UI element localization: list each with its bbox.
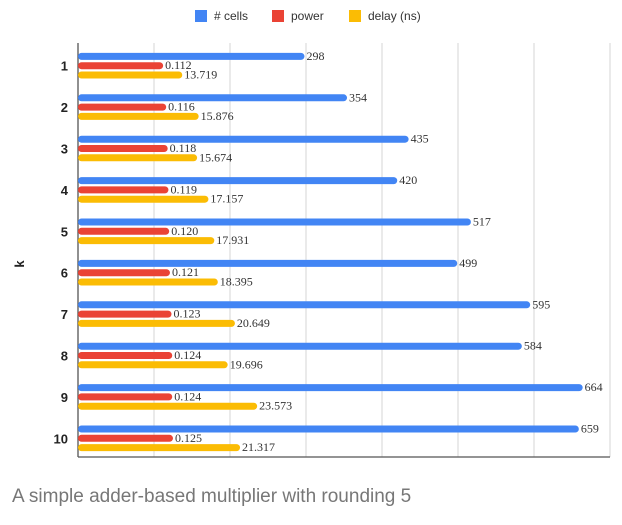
bar-power — [78, 227, 170, 235]
legend-swatch-2 — [349, 10, 361, 22]
data-label: 23.573 — [259, 399, 292, 413]
bar-power — [78, 145, 168, 152]
legend-swatch-0 — [195, 10, 207, 22]
data-label: 0.124 — [174, 389, 201, 403]
bar-delay-ns — [78, 71, 183, 79]
data-label: 298 — [306, 49, 324, 63]
data-label: 584 — [524, 339, 542, 353]
data-label: 664 — [585, 380, 603, 394]
data-label: 659 — [581, 422, 599, 436]
bar-cells — [78, 177, 398, 185]
category-tick-label: 6 — [61, 266, 68, 281]
bar-chart: # cells power delay (ns)k12980.11213.71923… — [12, 9, 611, 458]
category-tick-label: 7 — [61, 307, 68, 322]
category-tick-label: 10 — [54, 431, 68, 446]
legend-label-2: delay (ns) — [368, 9, 421, 23]
chart-title: A simple adder-based multiplier with rou… — [12, 486, 412, 507]
bar-power — [78, 310, 172, 318]
legend-label-0: # cells — [214, 9, 248, 23]
bar-power — [78, 186, 169, 194]
data-label: 517 — [473, 215, 491, 229]
bar-cells — [78, 384, 583, 392]
bar-power — [78, 62, 164, 70]
data-label: 0.124 — [174, 348, 201, 362]
data-label: 499 — [459, 256, 477, 270]
bar-power — [78, 103, 167, 111]
y-axis-label: k — [12, 260, 27, 268]
bar-delay-ns — [78, 154, 198, 162]
data-label: 0.121 — [172, 265, 199, 279]
bar-cells — [78, 52, 305, 60]
data-label: 15.674 — [199, 150, 232, 164]
bar-delay-ns — [78, 402, 258, 410]
bar-delay-ns — [78, 112, 199, 120]
data-label: 17.931 — [216, 233, 249, 247]
data-label: 17.157 — [210, 192, 243, 206]
bar-cells — [78, 218, 471, 226]
data-label: 0.116 — [168, 100, 195, 114]
bar-delay-ns — [78, 278, 218, 286]
category-tick-label: 3 — [61, 142, 68, 157]
data-label: 0.112 — [165, 58, 192, 72]
category-tick-label: 1 — [61, 59, 68, 74]
data-label: 18.395 — [220, 275, 253, 289]
category-tick-label: 4 — [61, 183, 69, 198]
data-label: 20.649 — [237, 316, 270, 330]
data-label: 595 — [532, 297, 550, 311]
bar-delay-ns — [78, 361, 228, 369]
data-label: 19.696 — [230, 357, 263, 371]
bar-cells — [78, 135, 409, 143]
bar-power — [78, 393, 173, 401]
bar-power — [78, 434, 173, 442]
data-label: 13.719 — [184, 68, 217, 82]
bar-cells — [78, 259, 458, 267]
bar-cells — [78, 425, 579, 433]
category-tick-label: 2 — [61, 100, 68, 115]
bar-cells — [78, 94, 348, 102]
bar-delay-ns — [78, 444, 241, 452]
bar-delay-ns — [78, 237, 215, 245]
data-label: 15.876 — [201, 109, 234, 123]
bar-delay-ns — [78, 195, 209, 203]
data-label: 0.118 — [170, 141, 197, 155]
bar-power — [78, 269, 170, 277]
data-label: 0.119 — [170, 182, 197, 196]
legend-swatch-1 — [272, 10, 284, 22]
bar-delay-ns — [78, 319, 235, 327]
data-label: 0.123 — [173, 307, 200, 321]
data-label: 0.120 — [171, 224, 198, 238]
data-label: 435 — [411, 132, 429, 146]
bar-cells — [78, 342, 522, 350]
data-label: 420 — [399, 173, 417, 187]
data-label: 354 — [349, 90, 367, 104]
legend-label-1: power — [291, 9, 324, 23]
category-tick-label: 5 — [61, 224, 68, 239]
data-label: 21.317 — [242, 440, 275, 454]
category-tick-label: 9 — [61, 390, 68, 405]
category-tick-label: 8 — [61, 349, 68, 364]
bar-cells — [78, 301, 531, 309]
bar-power — [78, 352, 173, 359]
data-label: 0.125 — [175, 431, 202, 445]
